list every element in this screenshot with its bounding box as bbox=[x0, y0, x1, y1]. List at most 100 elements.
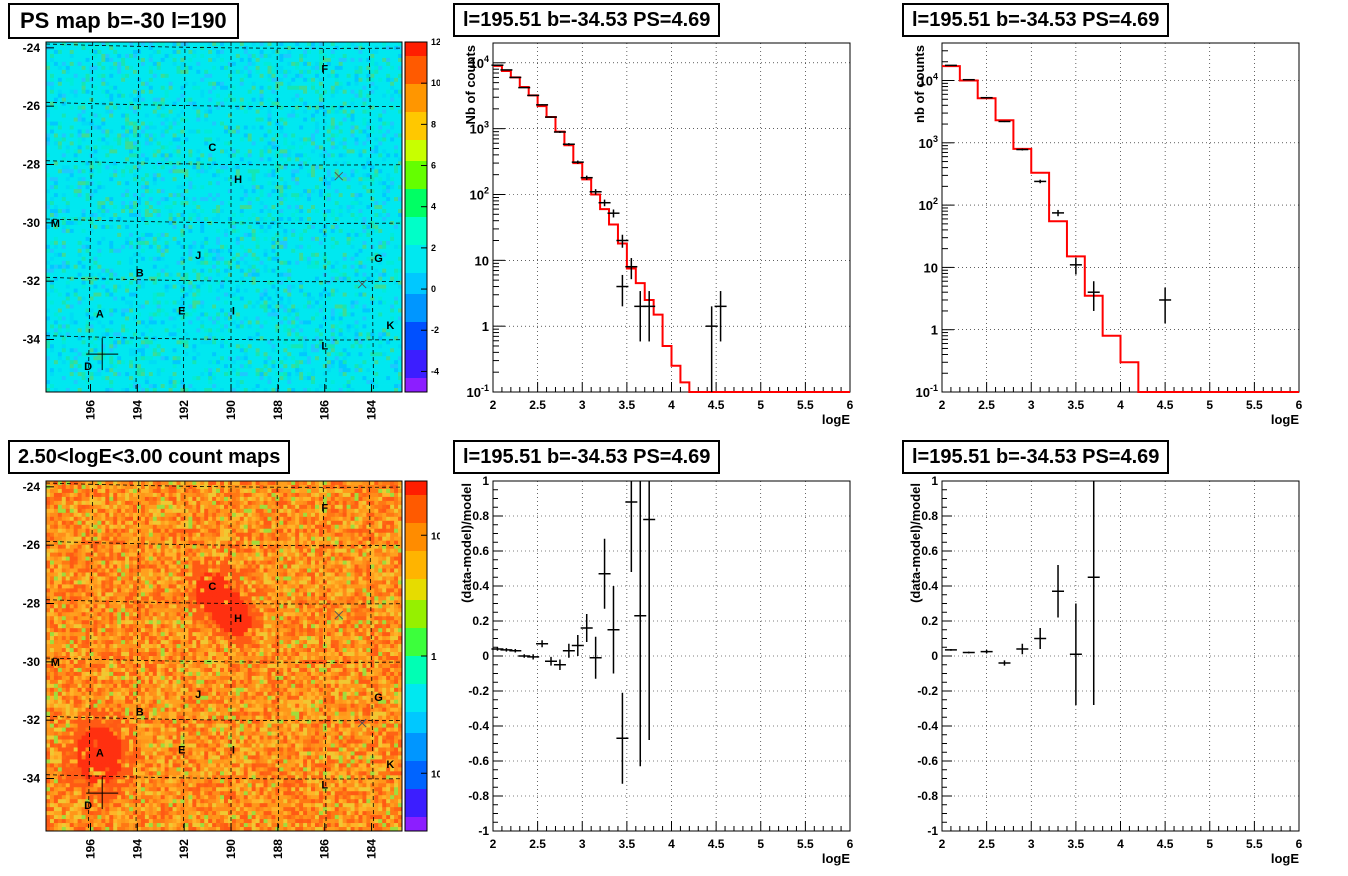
grid-line-lat bbox=[45, 218, 403, 224]
colorbar-cell bbox=[405, 133, 427, 141]
y-tick-label: -0.6 bbox=[468, 754, 489, 768]
plot-frame bbox=[941, 42, 1300, 393]
x-tick-label: 2.5 bbox=[529, 837, 546, 851]
source-label: A bbox=[96, 747, 104, 759]
y-tick-label: -0.4 bbox=[468, 719, 489, 733]
y-tick-label: -32 bbox=[23, 713, 41, 727]
colorbar-cell bbox=[405, 189, 427, 197]
colorbar-cell bbox=[405, 635, 427, 643]
map1-title: PS map b=-30 l=190 bbox=[8, 3, 239, 39]
colorbar-cell bbox=[405, 259, 427, 267]
x-tick-label: 4 bbox=[1117, 837, 1124, 851]
y-tick-label: -32 bbox=[23, 274, 41, 288]
colorbar-tick-label: 8 bbox=[431, 119, 436, 129]
source-label: D bbox=[84, 361, 92, 373]
colorbar-cell bbox=[405, 161, 427, 169]
y-tick-label: -24 bbox=[23, 41, 41, 55]
x-tick-label: 3 bbox=[579, 398, 586, 412]
source-label: H bbox=[234, 613, 242, 625]
colorbar-cell bbox=[405, 628, 427, 636]
colorbar-cell bbox=[405, 698, 427, 706]
y-tick-label: 1 bbox=[482, 319, 489, 334]
colorbar-cell bbox=[405, 154, 427, 162]
source-label: G bbox=[374, 692, 383, 704]
source-x-marker bbox=[334, 610, 344, 620]
source-x-marker bbox=[357, 279, 367, 289]
x-tick-label: 5 bbox=[757, 398, 764, 412]
source-label: L bbox=[321, 340, 328, 352]
y-tick-label: -0.2 bbox=[917, 684, 938, 698]
x-axis-label: logE bbox=[1271, 412, 1299, 427]
grid-line-lat bbox=[45, 540, 403, 547]
grid-line-lat bbox=[45, 160, 403, 166]
coordinate-grid bbox=[45, 41, 403, 393]
y-tick-label: 0.6 bbox=[921, 544, 938, 558]
x-tick-label: 4.5 bbox=[708, 398, 725, 412]
model-histogram bbox=[942, 65, 1299, 393]
y-tick-label: -0.6 bbox=[917, 754, 938, 768]
colorbar-cell bbox=[405, 196, 427, 204]
colorbar-cell bbox=[405, 754, 427, 762]
colorbar bbox=[405, 42, 427, 393]
grid-line-lon bbox=[368, 480, 374, 832]
colorbar-cell bbox=[405, 140, 427, 148]
colorbar-cell bbox=[405, 273, 427, 281]
y-tick-label: 0 bbox=[482, 649, 489, 663]
colorbar-cell bbox=[405, 593, 427, 601]
map2-title: 2.50<logE<3.00 count maps bbox=[8, 440, 291, 474]
source-label: A bbox=[96, 308, 104, 320]
x-tick-label: 190 bbox=[224, 839, 238, 859]
y-tick-label: -0.8 bbox=[468, 789, 489, 803]
colorbar-cell bbox=[405, 301, 427, 309]
y-tick-label: -26 bbox=[23, 99, 41, 113]
source-label: E bbox=[178, 305, 185, 317]
x-tick-label: 5 bbox=[1206, 837, 1213, 851]
x-tick-label: 4.5 bbox=[1157, 837, 1174, 851]
colorbar-cell bbox=[405, 789, 427, 797]
resid1-title: l=195.51 b=-34.53 PS=4.69 bbox=[453, 440, 721, 474]
grid-line-lon bbox=[88, 41, 94, 393]
colorbar-cell bbox=[405, 245, 427, 253]
colorbar-cell bbox=[405, 147, 427, 155]
coordinate-grid bbox=[45, 480, 403, 832]
colorbar-cell bbox=[405, 537, 427, 545]
colorbar-cell bbox=[405, 614, 427, 622]
grid-line-lat bbox=[45, 599, 403, 605]
colorbar-cell bbox=[405, 49, 427, 57]
source-label: F bbox=[321, 63, 328, 75]
grid-line-lon bbox=[135, 41, 140, 393]
colorbar-cell bbox=[405, 544, 427, 552]
y-tick-label: 0.8 bbox=[921, 509, 938, 523]
map-frame bbox=[45, 480, 403, 832]
x-tick-label: 2.5 bbox=[978, 837, 995, 851]
colorbar-cell bbox=[405, 378, 427, 386]
y-tick-label: 104 bbox=[919, 72, 938, 89]
y-tick-label: 1 bbox=[931, 323, 938, 338]
colorbar-cell bbox=[405, 63, 427, 71]
source-label: H bbox=[234, 174, 242, 186]
source-label: D bbox=[84, 800, 92, 812]
colorbar-cell bbox=[405, 712, 427, 720]
x-tick-label: 196 bbox=[84, 839, 98, 859]
plot-frame bbox=[492, 42, 851, 393]
colorbar-cell bbox=[405, 294, 427, 302]
colorbar-cell bbox=[405, 70, 427, 78]
spec1-title: l=195.51 b=-34.53 PS=4.69 bbox=[453, 3, 721, 37]
source-label: F bbox=[321, 502, 328, 514]
y-tick-label: 0.4 bbox=[472, 579, 489, 593]
x-tick-label: 3.5 bbox=[1068, 837, 1085, 851]
y-tick-label: -24 bbox=[23, 480, 41, 494]
x-tick-label: 3 bbox=[1028, 837, 1035, 851]
grid-line-lon bbox=[135, 480, 140, 832]
colorbar-cell bbox=[405, 530, 427, 538]
grid-line-lon bbox=[183, 42, 186, 393]
x-tick-label: 5 bbox=[757, 837, 764, 851]
y-tick-label: 0.2 bbox=[921, 614, 938, 628]
y-tick-label: 0.2 bbox=[472, 614, 489, 628]
colorbar-tick-label: -2 bbox=[431, 325, 439, 335]
spec2-title: l=195.51 b=-34.53 PS=4.69 bbox=[902, 3, 1170, 37]
source-label: M bbox=[51, 218, 60, 230]
grid-line-lon bbox=[368, 41, 374, 393]
y-tick-label: 10 bbox=[475, 253, 489, 268]
y-tick-label: -34 bbox=[23, 333, 41, 347]
